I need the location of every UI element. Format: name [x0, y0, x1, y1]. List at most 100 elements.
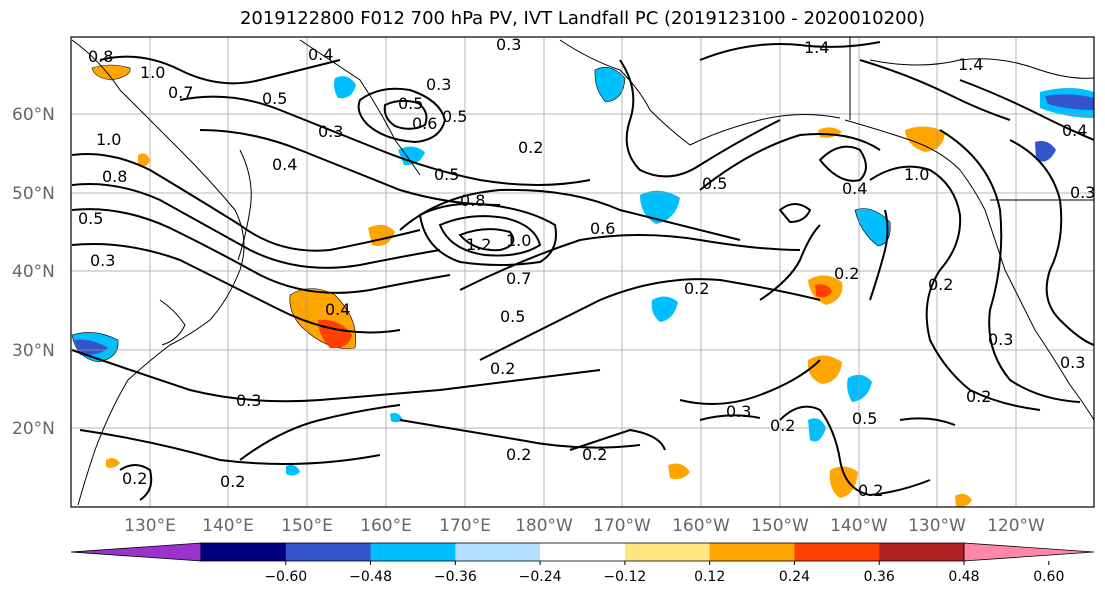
contour-label: 1.0	[140, 63, 165, 82]
contour-label: 1.0	[96, 130, 121, 149]
lon-label-170w: 170°W	[593, 516, 651, 536]
contour-label: 0.2	[518, 138, 543, 157]
positive-anomaly-patch	[138, 153, 150, 167]
lon-label-130e: 130°E	[124, 516, 176, 536]
colorbar-tick-label: −0.48	[349, 569, 392, 585]
positive-anomaly-patch	[905, 126, 945, 152]
contour-label: 0.3	[1060, 353, 1085, 372]
lat-label-30n: 30°N	[12, 341, 55, 361]
negative-anomaly-patch	[640, 190, 680, 224]
contour-label: 1.4	[804, 38, 829, 57]
lat-label-60n: 60°N	[12, 105, 55, 125]
contour-label: 0.4	[272, 155, 297, 174]
contour-label: 0.7	[506, 269, 531, 288]
contour-label: 1.2	[466, 235, 491, 254]
lon-label-180w: 180°W	[515, 516, 573, 536]
map-frame	[70, 36, 1095, 508]
colorbar-frame	[200, 542, 965, 562]
colorbar-segment	[370, 543, 456, 561]
negative-anomaly-patch	[286, 464, 300, 476]
negative-anomaly-patch	[651, 296, 678, 322]
negative-anomaly-patch	[390, 412, 403, 423]
colorbar-segment	[879, 543, 965, 561]
contour-label: 0.4	[308, 45, 333, 64]
colorbar-segment	[794, 543, 880, 561]
positive-anomaly-patch	[91, 64, 131, 81]
contour-label: 0.8	[88, 47, 113, 66]
colorbar-tick-label: 0.24	[779, 569, 810, 585]
strong-negative-anomaly-patch	[1035, 141, 1056, 162]
positive-anomaly-patch	[955, 493, 972, 507]
contour-label: 0.2	[582, 445, 607, 464]
colorbar-tick-label: −0.12	[603, 569, 646, 585]
contour-label: 0.7	[168, 83, 193, 102]
strong-positive-anomaly-patch	[815, 284, 832, 298]
contour-label: 0.2	[220, 472, 245, 491]
colorbar-tick-label: −0.24	[519, 569, 562, 585]
strong-negative-anomaly-patch	[74, 339, 108, 356]
negative-anomaly-patch	[398, 146, 425, 166]
contour-label: 0.4	[842, 179, 867, 198]
contour-label: 0.8	[460, 191, 485, 210]
lat-label-20n: 20°N	[12, 419, 55, 439]
colorbar-tick-label: −0.60	[264, 569, 307, 585]
colorbar-tick-label: 0.36	[864, 569, 895, 585]
coastlines	[71, 37, 1094, 506]
contour-label: 0.4	[325, 300, 350, 319]
colorbar-segment	[624, 543, 711, 561]
colorbar-tick-label: 0.60	[1033, 569, 1064, 585]
colorbar-segment	[285, 543, 372, 561]
contour-label: 0.3	[90, 251, 115, 270]
contour-label: 0.5	[702, 174, 727, 193]
contour-label: 0.5	[442, 107, 467, 126]
colorbar-tick-label: 0.48	[948, 569, 979, 585]
contour-label: 0.5	[398, 94, 423, 113]
contour-label: 0.5	[78, 209, 103, 228]
lon-label-160w: 160°W	[672, 516, 730, 536]
contour-label: 0.6	[412, 114, 437, 133]
contour-label: 0.5	[852, 409, 877, 428]
lat-label-50n: 50°N	[12, 184, 55, 204]
contour-label: 0.2	[770, 416, 795, 435]
negative-anomaly-patch	[594, 67, 626, 103]
lon-label-150e: 150°E	[281, 516, 333, 536]
contour-label: 1.0	[506, 231, 531, 250]
colorbar-segment	[709, 543, 795, 561]
contour-label: 0.3	[426, 75, 451, 94]
lon-label-150w: 150°W	[751, 516, 809, 536]
contour-label: 0.3	[496, 35, 521, 54]
longitude-labels: 130°E 140°E 150°E 160°E 170°E 180°W 170°…	[124, 516, 1045, 536]
lat-label-40n: 40°N	[12, 262, 55, 282]
contour-label: 0.2	[966, 387, 991, 406]
contour-label: 0.2	[928, 275, 953, 294]
contour-label: 0.2	[834, 264, 859, 283]
colorbar-segment	[540, 543, 626, 561]
contour-label: 0.6	[590, 219, 615, 238]
lon-label-140w: 140°W	[830, 516, 888, 536]
contour-label: 0.2	[684, 279, 709, 298]
negative-anomaly-patch	[808, 418, 826, 442]
positive-anomaly-patch	[106, 458, 120, 468]
contour-label: 0.2	[122, 469, 147, 488]
lon-label-170e: 170°E	[439, 516, 491, 536]
colorbar-tick-label: 0.12	[694, 569, 725, 585]
map-title: 2019122800 F012 700 hPa PV, IVT Landfall…	[239, 8, 926, 29]
contour-label: 0.8	[102, 167, 127, 186]
negative-anomaly-patch	[847, 374, 872, 402]
colorbar-segment	[455, 543, 541, 561]
colorbar-segment	[201, 543, 287, 561]
contour-label: 0.3	[318, 122, 343, 141]
contour-label: 0.5	[500, 307, 525, 326]
contour-label: 0.2	[506, 445, 531, 464]
latitude-labels: 60°N 50°N 40°N 30°N 20°N	[12, 105, 55, 439]
contour-label: 0.5	[262, 89, 287, 108]
colorbar-extend-high	[963, 542, 1095, 562]
contour-label: 0.4	[1062, 121, 1087, 140]
contour-label: 0.3	[236, 391, 261, 410]
contour-label: 0.3	[988, 330, 1013, 349]
colorbar-tick-label: −0.36	[434, 569, 477, 585]
colorbar: −0.60 −0.48 −0.36 −0.24 −0.12 0.12 0.24 0.36 0.4…	[70, 542, 1095, 585]
map-area	[71, 37, 1094, 507]
pv-contours	[71, 41, 1094, 501]
